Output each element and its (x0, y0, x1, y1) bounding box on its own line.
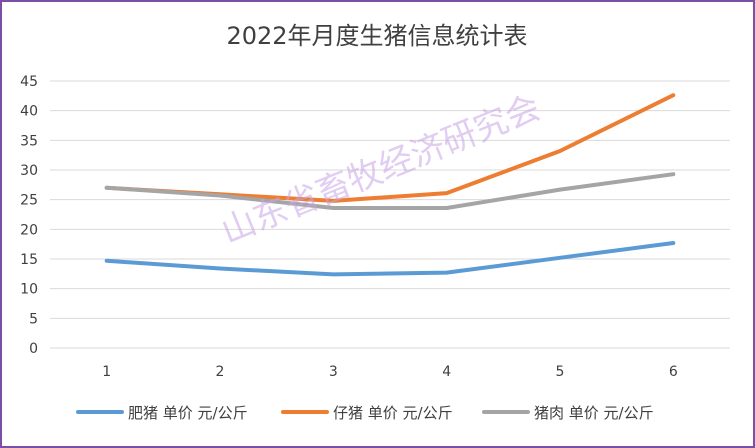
y-tick-label: 10 (20, 282, 38, 298)
legend-label-1: 肥猪 单价 元/公斤 (128, 404, 248, 422)
x-tick-label: 4 (442, 364, 451, 380)
y-tick-label: 30 (20, 163, 38, 179)
series-lines (104, 93, 676, 277)
x-tick-label: 6 (669, 364, 678, 380)
gridlines (50, 80, 730, 349)
x-tick-label: 3 (329, 364, 338, 380)
legend: 肥猪 单价 元/公斤 仔猪 单价 元/公斤 猪肉 单价 元/公斤 (76, 404, 654, 422)
legend-label-2: 仔猪 单价 元/公斤 (333, 404, 453, 422)
x-tick-label: 2 (216, 364, 225, 380)
chart-title: 2022年月度生猪信息统计表 (226, 22, 527, 50)
y-tick-label: 5 (29, 311, 38, 327)
x-tick-label: 1 (102, 364, 111, 380)
y-tick-label: 35 (20, 133, 38, 149)
y-tick-label: 0 (29, 341, 38, 357)
x-tick-label: 5 (556, 364, 565, 380)
series-line-3 (104, 172, 676, 210)
legend-label-3: 猪肉 单价 元/公斤 (534, 404, 654, 422)
y-axis-ticks: 0 5 10 15 20 25 30 35 40 45 (20, 74, 38, 357)
y-tick-label: 20 (20, 222, 38, 238)
y-tick-label: 15 (20, 252, 38, 268)
x-axis-ticks: 1 2 3 4 5 6 (102, 364, 678, 380)
y-tick-label: 40 (20, 104, 38, 120)
series-line-1 (104, 241, 676, 277)
y-tick-label: 25 (20, 193, 38, 209)
y-tick-label: 45 (20, 74, 38, 90)
